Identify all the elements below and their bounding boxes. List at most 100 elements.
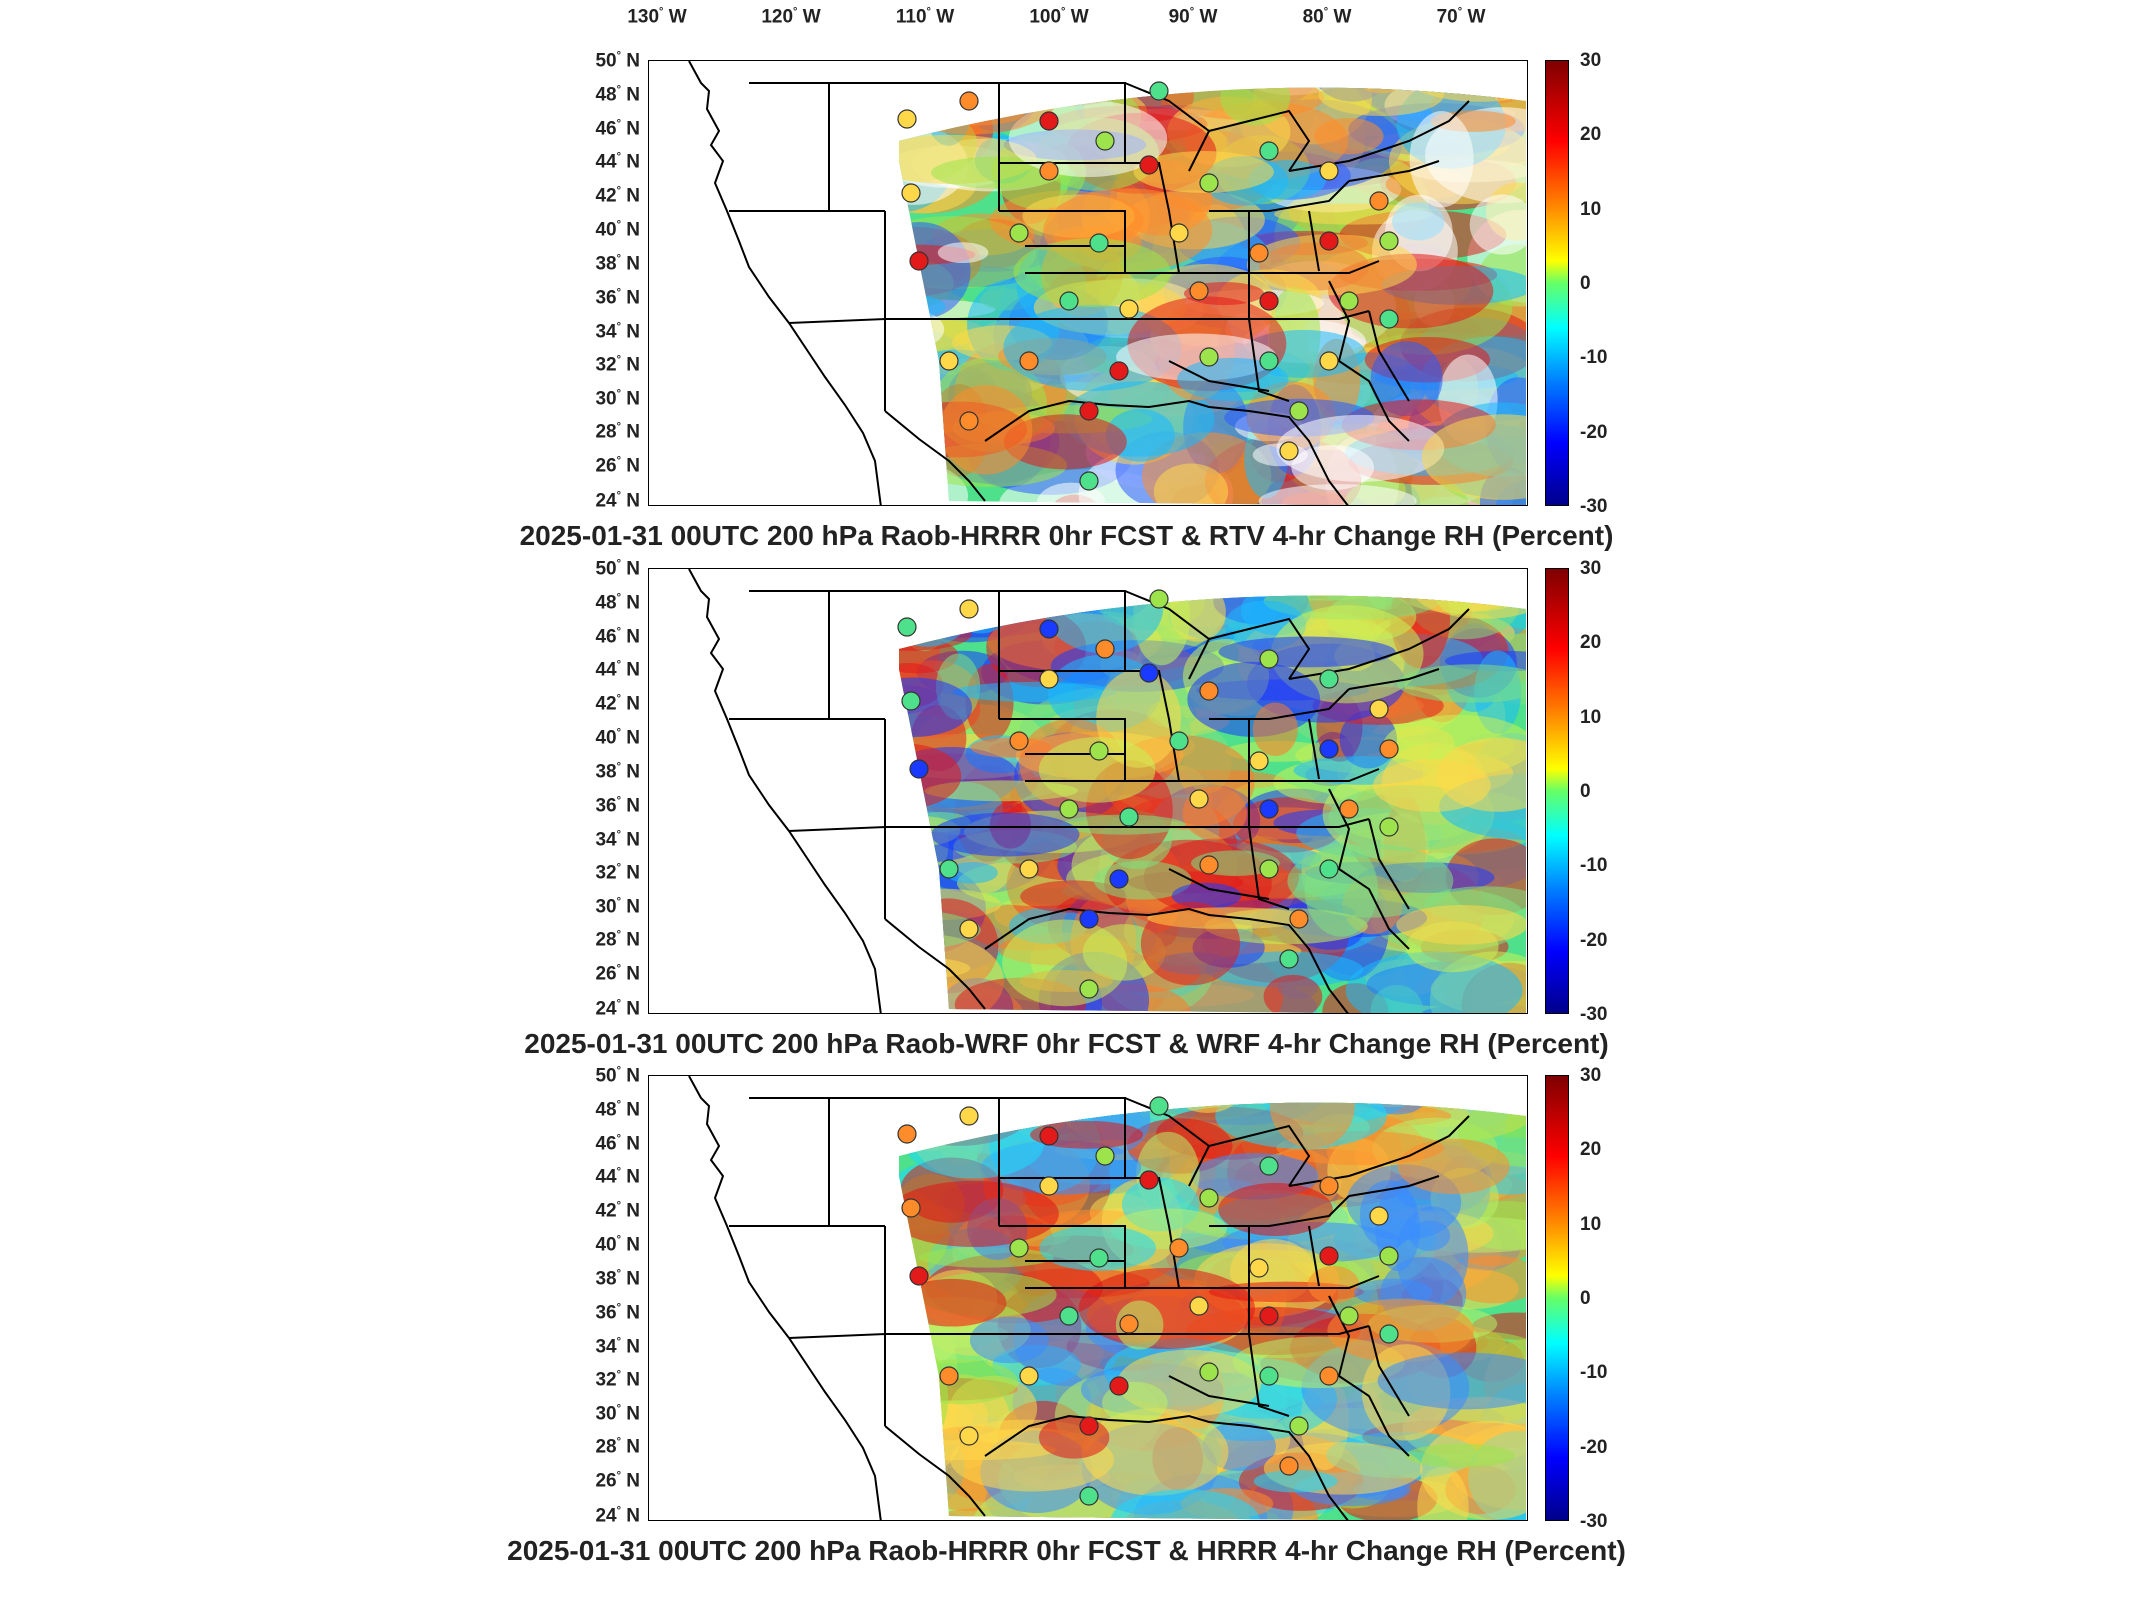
raob-station-marker[interactable] [1009, 1238, 1029, 1258]
raob-station-marker[interactable] [1039, 619, 1059, 639]
raob-station-marker[interactable] [1319, 669, 1339, 689]
raob-station-marker[interactable] [1279, 949, 1299, 969]
raob-station-marker[interactable] [1089, 233, 1109, 253]
raob-station-marker[interactable] [1319, 161, 1339, 181]
raob-station-marker[interactable] [1019, 351, 1039, 371]
raob-station-marker[interactable] [1369, 191, 1389, 211]
raob-station-marker[interactable] [1009, 731, 1029, 751]
raob-station-marker[interactable] [1289, 401, 1309, 421]
raob-station-marker[interactable] [1189, 1296, 1209, 1316]
raob-station-marker[interactable] [1339, 291, 1359, 311]
raob-station-marker[interactable] [1095, 131, 1115, 151]
raob-station-marker[interactable] [909, 251, 929, 271]
raob-station-marker[interactable] [897, 617, 917, 637]
raob-station-marker[interactable] [909, 1266, 929, 1286]
raob-station-marker[interactable] [1339, 799, 1359, 819]
raob-station-marker[interactable] [1289, 1416, 1309, 1436]
raob-station-marker[interactable] [1079, 401, 1099, 421]
raob-station-marker[interactable] [1059, 799, 1079, 819]
raob-station-marker[interactable] [1009, 223, 1029, 243]
raob-station-marker[interactable] [1259, 1366, 1279, 1386]
raob-station-marker[interactable] [1189, 789, 1209, 809]
raob-station-marker[interactable] [1119, 299, 1139, 319]
raob-station-marker[interactable] [1079, 471, 1099, 491]
raob-station-marker[interactable] [1059, 291, 1079, 311]
raob-station-marker[interactable] [901, 691, 921, 711]
raob-station-marker[interactable] [1259, 141, 1279, 161]
raob-station-marker[interactable] [897, 1124, 917, 1144]
raob-station-marker[interactable] [1319, 1176, 1339, 1196]
raob-station-marker[interactable] [1279, 441, 1299, 461]
raob-station-marker[interactable] [959, 1106, 979, 1126]
raob-station-marker[interactable] [1249, 1258, 1269, 1278]
raob-station-marker[interactable] [1379, 1246, 1399, 1266]
raob-station-marker[interactable] [1259, 351, 1279, 371]
raob-station-marker[interactable] [1259, 291, 1279, 311]
raob-station-marker[interactable] [1379, 1324, 1399, 1344]
raob-station-marker[interactable] [1319, 1366, 1339, 1386]
raob-station-marker[interactable] [1119, 1314, 1139, 1334]
raob-station-marker[interactable] [1379, 817, 1399, 837]
raob-station-marker[interactable] [1339, 1306, 1359, 1326]
raob-station-marker[interactable] [1169, 1238, 1189, 1258]
raob-station-marker[interactable] [1319, 859, 1339, 879]
raob-station-marker[interactable] [1249, 751, 1269, 771]
raob-station-marker[interactable] [901, 1198, 921, 1218]
raob-station-marker[interactable] [1259, 1306, 1279, 1326]
raob-station-marker[interactable] [959, 919, 979, 939]
raob-station-marker[interactable] [1149, 81, 1169, 101]
raob-station-marker[interactable] [1259, 859, 1279, 879]
raob-station-marker[interactable] [897, 109, 917, 129]
raob-station-marker[interactable] [1109, 869, 1129, 889]
raob-station-marker[interactable] [1379, 739, 1399, 759]
raob-station-marker[interactable] [1259, 799, 1279, 819]
raob-station-marker[interactable] [1109, 361, 1129, 381]
raob-station-marker[interactable] [1319, 351, 1339, 371]
raob-station-marker[interactable] [1039, 161, 1059, 181]
raob-station-marker[interactable] [1089, 741, 1109, 761]
raob-station-marker[interactable] [1369, 699, 1389, 719]
raob-station-marker[interactable] [1039, 1126, 1059, 1146]
raob-station-marker[interactable] [1089, 1248, 1109, 1268]
raob-station-marker[interactable] [1019, 859, 1039, 879]
raob-station-marker[interactable] [1169, 731, 1189, 751]
raob-station-marker[interactable] [1369, 1206, 1389, 1226]
raob-station-marker[interactable] [1249, 243, 1269, 263]
raob-station-marker[interactable] [1139, 663, 1159, 683]
raob-station-marker[interactable] [959, 411, 979, 431]
raob-station-marker[interactable] [1095, 639, 1115, 659]
raob-station-marker[interactable] [939, 859, 959, 879]
raob-station-marker[interactable] [1079, 979, 1099, 999]
raob-station-marker[interactable] [1319, 231, 1339, 251]
raob-station-marker[interactable] [1319, 1246, 1339, 1266]
raob-station-marker[interactable] [959, 1426, 979, 1446]
raob-station-marker[interactable] [1079, 909, 1099, 929]
raob-station-marker[interactable] [959, 599, 979, 619]
rh-change-map[interactable] [648, 60, 1528, 506]
raob-station-marker[interactable] [939, 351, 959, 371]
raob-station-marker[interactable] [1079, 1486, 1099, 1506]
raob-station-marker[interactable] [1039, 111, 1059, 131]
raob-station-marker[interactable] [1149, 589, 1169, 609]
raob-station-marker[interactable] [1189, 281, 1209, 301]
raob-station-marker[interactable] [1319, 739, 1339, 759]
raob-station-marker[interactable] [959, 91, 979, 111]
raob-station-marker[interactable] [1139, 1170, 1159, 1190]
raob-station-marker[interactable] [939, 1366, 959, 1386]
raob-station-marker[interactable] [1199, 347, 1219, 367]
raob-station-marker[interactable] [1079, 1416, 1099, 1436]
raob-station-marker[interactable] [1289, 909, 1309, 929]
raob-station-marker[interactable] [1199, 1188, 1219, 1208]
raob-station-marker[interactable] [1109, 1376, 1129, 1396]
raob-station-marker[interactable] [1039, 669, 1059, 689]
raob-station-marker[interactable] [1199, 681, 1219, 701]
rh-change-map[interactable] [648, 1075, 1528, 1521]
raob-station-marker[interactable] [1259, 649, 1279, 669]
raob-station-marker[interactable] [1199, 1362, 1219, 1382]
raob-station-marker[interactable] [1059, 1306, 1079, 1326]
raob-station-marker[interactable] [909, 759, 929, 779]
raob-station-marker[interactable] [1259, 1156, 1279, 1176]
raob-station-marker[interactable] [1039, 1176, 1059, 1196]
raob-station-marker[interactable] [901, 183, 921, 203]
raob-station-marker[interactable] [1149, 1096, 1169, 1116]
